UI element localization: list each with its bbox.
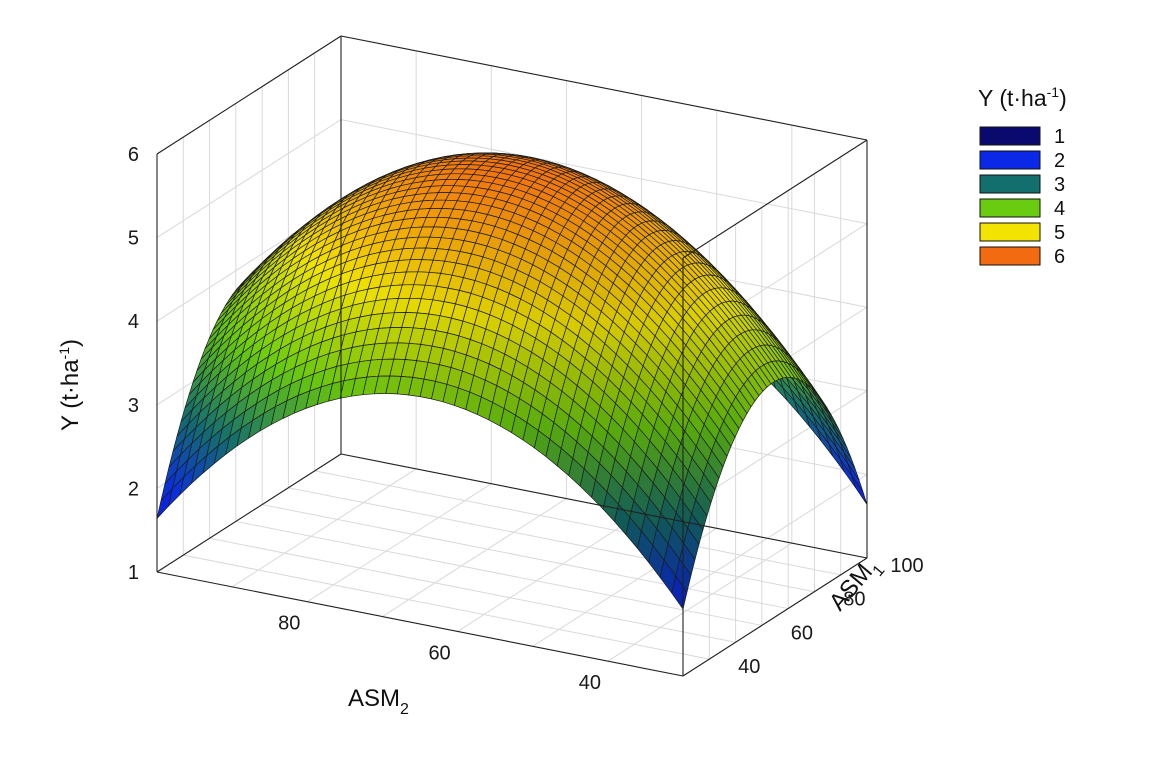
z-axis-title: Y (t·ha-1) <box>56 339 84 431</box>
box-frame <box>156 35 868 677</box>
legend-swatch <box>979 198 1041 218</box>
frame-edge <box>156 453 342 573</box>
legend-swatch <box>979 174 1041 194</box>
grid-line <box>183 554 710 660</box>
legend-title: Y (t·ha-1) <box>978 84 1067 111</box>
grid-line <box>231 468 417 588</box>
legend-label: 6 <box>1054 246 1065 268</box>
grid-line <box>209 537 736 643</box>
y-tick-label: 60 <box>791 622 813 644</box>
z-tick-label: 3 <box>128 395 139 417</box>
grid-line <box>607 542 793 662</box>
legend-swatch <box>979 126 1041 146</box>
surface-cell <box>156 488 173 519</box>
grid-line <box>156 119 342 239</box>
x-tick-label: 40 <box>579 672 601 694</box>
x-axis-title: ASM2 <box>348 685 409 718</box>
grid-line <box>262 504 789 610</box>
x-tick-label: 60 <box>428 642 450 664</box>
z-tick-label: 2 <box>128 478 139 500</box>
grid-line <box>288 487 815 593</box>
x-tick-label: 80 <box>278 613 300 635</box>
frame-edge <box>682 139 868 259</box>
legend-swatch <box>979 150 1041 170</box>
frame-edge <box>340 453 868 559</box>
legend-swatch <box>979 222 1041 242</box>
y-tick-label: 100 <box>890 555 923 577</box>
frame-edge <box>156 571 684 677</box>
grid-line <box>314 470 841 576</box>
grid-line <box>307 483 492 603</box>
frame-edge <box>682 557 868 677</box>
legend-label: 3 <box>1054 174 1065 196</box>
z-tick-label: 5 <box>128 228 139 250</box>
tick-labels: 1 2 3 4 5 6 80 60 40 40 60 80 100 <box>128 144 924 694</box>
grid-line <box>457 513 642 632</box>
response-surface <box>156 152 868 610</box>
legend-label: 4 <box>1054 198 1065 220</box>
frame-edge <box>156 35 342 155</box>
z-tick-label: 4 <box>128 311 139 333</box>
legend-label: 2 <box>1054 150 1065 172</box>
legend-label: 1 <box>1054 126 1065 148</box>
grid-line <box>682 473 868 593</box>
legend-swatch <box>979 246 1041 266</box>
frame-edge <box>340 35 868 141</box>
z-tick-label: 6 <box>128 144 139 166</box>
z-tick-label: 1 <box>128 562 139 584</box>
grid-line <box>382 498 567 617</box>
grid-line <box>340 119 868 225</box>
y-tick-label: 80 <box>843 589 865 611</box>
grid-line <box>235 520 762 626</box>
y-tick-label: 40 <box>738 656 760 678</box>
legend-label: 5 <box>1054 222 1065 244</box>
